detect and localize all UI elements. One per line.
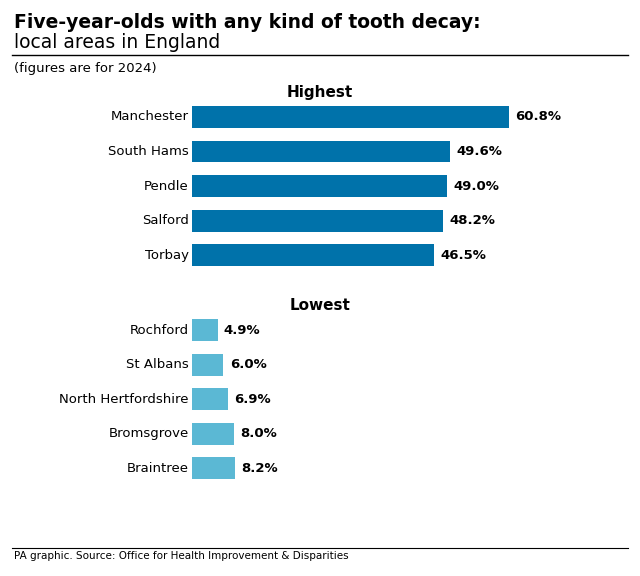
Text: 60.8%: 60.8% (515, 111, 561, 123)
Text: 49.6%: 49.6% (457, 145, 503, 158)
Text: Lowest: Lowest (289, 298, 351, 313)
Text: 6.9%: 6.9% (234, 393, 271, 406)
Text: 48.2%: 48.2% (449, 214, 495, 227)
Text: 6.0%: 6.0% (230, 358, 266, 371)
Text: Torbay: Torbay (145, 249, 189, 262)
Text: St Albans: St Albans (126, 358, 189, 371)
Text: Manchester: Manchester (111, 111, 189, 123)
Text: 46.5%: 46.5% (441, 249, 486, 262)
Text: 49.0%: 49.0% (454, 180, 500, 192)
Text: 4.9%: 4.9% (224, 324, 260, 336)
Text: Rochford: Rochford (130, 324, 189, 336)
Text: Braintree: Braintree (127, 462, 189, 475)
Text: local areas in England: local areas in England (14, 33, 220, 52)
Text: 8.0%: 8.0% (240, 427, 277, 440)
Text: South Hams: South Hams (108, 145, 189, 158)
Text: PA graphic. Source: Office for Health Improvement & Disparities: PA graphic. Source: Office for Health Im… (14, 551, 349, 561)
Text: Pendle: Pendle (144, 180, 189, 192)
Text: North Hertfordshire: North Hertfordshire (60, 393, 189, 406)
Text: Five-year-olds with any kind of tooth decay:: Five-year-olds with any kind of tooth de… (14, 13, 481, 32)
Text: Highest: Highest (287, 85, 353, 100)
Text: 8.2%: 8.2% (241, 462, 278, 475)
Text: Salford: Salford (142, 214, 189, 227)
Text: (figures are for 2024): (figures are for 2024) (14, 62, 157, 75)
Text: Bromsgrove: Bromsgrove (109, 427, 189, 440)
